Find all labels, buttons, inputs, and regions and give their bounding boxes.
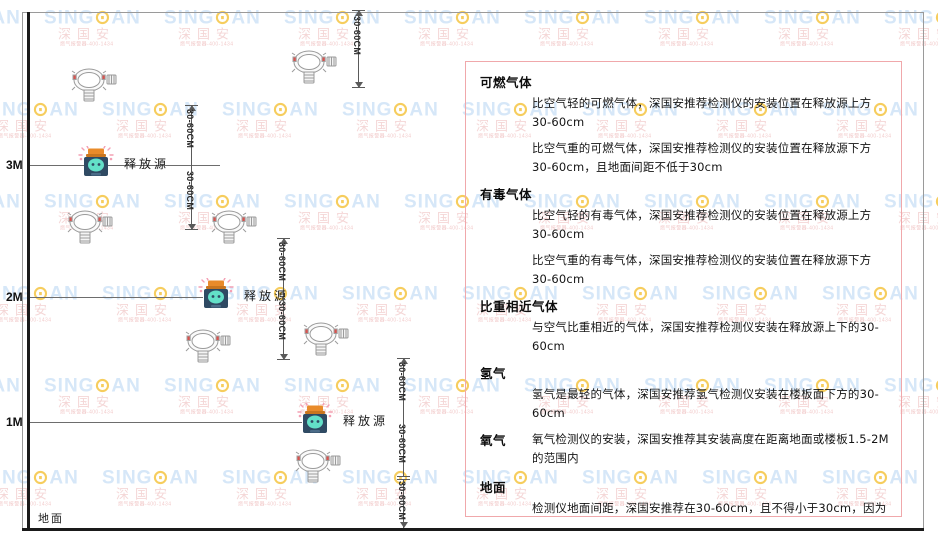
level-line-1m xyxy=(28,422,302,423)
panel-paragraph: 氧气检测仪的安装，深国安推荐其安装高度在距离地面或楼板1.5-2M的范围内 xyxy=(532,432,889,465)
ground-label: 地面 xyxy=(38,512,64,525)
panel-section-title: 地面 xyxy=(480,480,507,495)
panel-section-body: 检测仪地面间距，深国安推荐在30-60cm，且不得小于30cm，因为过低容易水溅… xyxy=(480,499,889,516)
dimension-arrow-down xyxy=(279,354,288,360)
panel-section: 氢气氢气是最轻的气体，深国安推荐氢气检测仪安装在楼板面下方的30-60cm xyxy=(480,363,889,423)
gas-detector-icon xyxy=(290,445,346,485)
gas-detector-icon xyxy=(62,206,118,246)
release-source-2m: 释放源 xyxy=(198,278,289,312)
panel-section-title: 比重相近气体 xyxy=(480,299,559,314)
panel-paragraph: 比空气轻的可燃气体，深国安推荐检测仪的安装位置在释放源上方30-60cm xyxy=(532,96,872,129)
panel-section-title: 氢气 xyxy=(480,366,507,381)
gas-detector-icon xyxy=(298,318,354,358)
dimension-line xyxy=(191,167,192,230)
level-label-2m: 2M xyxy=(6,290,23,304)
dimension-label: 30-60CM xyxy=(185,171,195,211)
dimension-label: 30-60CM xyxy=(397,424,407,464)
panel-paragraph: 比空气重的有毒气体，深国安推荐检测仪的安装位置在释放源下方30-60cm xyxy=(532,253,872,286)
release-source-label: 释放源 xyxy=(244,288,290,303)
dimension-line xyxy=(283,238,284,297)
panel-section-title: 有毒气体 xyxy=(480,187,533,202)
dimension-label: 30-60CM xyxy=(277,242,287,282)
dimension-arrow-up xyxy=(187,105,196,111)
dimension-arrow-up xyxy=(354,10,363,16)
panel-paragraph: 比空气重的可燃气体，深国安推荐检测仪的安装位置在释放源下方30-60cm，且地面… xyxy=(532,141,872,174)
release-source-3m: 释放源 xyxy=(78,146,169,180)
dimension-label: 30-60CM xyxy=(397,481,407,521)
dimension-line xyxy=(191,105,192,167)
panel-paragraph: 检测仪地面间距，深国安推荐在30-60cm，且不得小于30cm，因为过低容易水溅… xyxy=(532,501,887,515)
release-source-1m: 释放源 xyxy=(297,403,388,437)
level-label-3m: 3M xyxy=(6,158,23,172)
panel-section-body: 氧气检测仪的安装，深国安推荐其安装高度在距离地面或楼板1.5-2M的范围内 xyxy=(532,430,889,475)
release-source-icon xyxy=(78,146,114,180)
panel-paragraph: 比空气轻的有毒气体，深国安推荐检测仪的安装位置在释放源上方30-60cm xyxy=(532,208,872,241)
dimension-arrow-up xyxy=(279,238,288,244)
release-source-label: 释放源 xyxy=(343,413,389,428)
dimension-line xyxy=(403,422,404,477)
dimension-line xyxy=(403,358,404,422)
panel-paragraph: 与空气比重相近的气体，深国安推荐检测仪安装在释放源上下的30-60cm xyxy=(532,320,879,353)
dimension-tick-top xyxy=(397,479,410,480)
dimension-label: 30-60CM xyxy=(397,362,407,402)
dimension-arrow-up xyxy=(399,358,408,364)
dimension-label: 30-60CM xyxy=(352,16,362,56)
dimension-arrow-down xyxy=(399,522,408,528)
gas-detector-icon xyxy=(206,206,262,246)
level-line-3m xyxy=(28,165,220,166)
dimension-label: 30-60CM xyxy=(185,109,195,149)
panel-section: 有毒气体比空气轻的有毒气体，深国安推荐检测仪的安装位置在释放源上方30-60cm… xyxy=(480,184,889,289)
vertical-axis xyxy=(27,12,30,530)
panel-section-title: 可燃气体 xyxy=(480,75,533,90)
release-source-label: 释放源 xyxy=(124,156,170,171)
watermark-dot-icon: ⊙ xyxy=(934,193,938,212)
panel-section-body: 比空气轻的可燃气体，深国安推荐检测仪的安装位置在释放源上方30-60cm 比空气重… xyxy=(480,94,889,177)
panel-section: 可燃气体比空气轻的可燃气体，深国安推荐检测仪的安装位置在释放源上方30-60cm… xyxy=(480,72,889,177)
panel-section: 比重相近气体与空气比重相近的气体，深国安推荐检测仪安装在释放源上下的30-60c… xyxy=(480,296,889,356)
level-label-1m: 1M xyxy=(6,415,23,429)
panel-section-title: 氧气 xyxy=(480,433,507,448)
gas-detector-icon xyxy=(180,325,236,365)
panel-section-body: 与空气比重相近的气体，深国安推荐检测仪安装在释放源上下的30-60cm xyxy=(480,318,889,356)
release-source-icon xyxy=(297,403,333,437)
dimension-arrow-down xyxy=(187,224,196,230)
gas-detector-icon xyxy=(286,46,342,86)
gas-detector-icon xyxy=(66,64,122,104)
info-panel: 可燃气体比空气轻的可燃气体，深国安推荐检测仪的安装位置在释放源上方30-60cm… xyxy=(465,61,902,517)
dimension-arrow-down xyxy=(354,82,363,88)
panel-section-body: 比空气轻的有毒气体，深国安推荐检测仪的安装位置在释放源上方30-60cm 比空气重… xyxy=(480,206,889,289)
watermark-dot-icon: ⊙ xyxy=(934,377,938,396)
panel-section-body: 氢气是最轻的气体，深国安推荐氢气检测仪安装在楼板面下方的30-60cm xyxy=(480,385,889,423)
dimension-line xyxy=(358,10,359,88)
dimension-line xyxy=(403,479,404,528)
release-source-icon xyxy=(198,278,234,312)
level-line-2m xyxy=(28,297,203,298)
dimension-line xyxy=(283,297,284,360)
dimension-tick-bottom xyxy=(397,476,410,477)
panel-section: 氧气 氧气检测仪的安装，深国安推荐其安装高度在距离地面或楼板1.5-2M的范围内 xyxy=(480,430,889,475)
panel-section: 地面检测仪地面间距，深国安推荐在30-60cm，且不得小于30cm，因为过低容易… xyxy=(480,477,889,516)
panel-paragraph: 氢气是最轻的气体，深国安推荐氢气检测仪安装在楼板面下方的30-60cm xyxy=(532,387,879,420)
ground-axis xyxy=(22,528,924,531)
watermark-dot-icon: ⊙ xyxy=(934,9,938,28)
